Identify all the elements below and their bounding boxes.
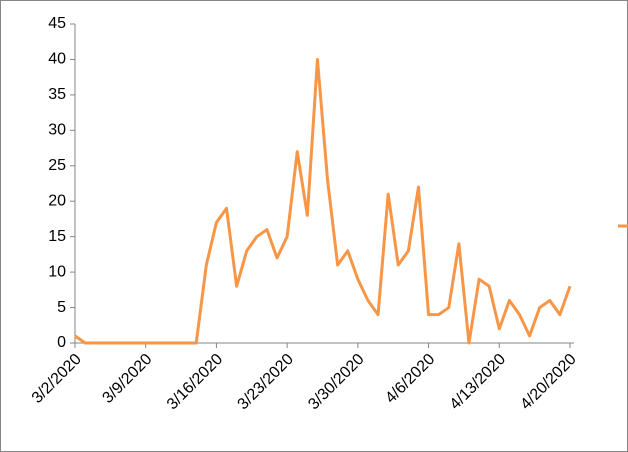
y-tick-label: 35	[48, 86, 66, 103]
y-tick-label: 10	[48, 263, 66, 280]
y-tick-label: 20	[48, 192, 66, 209]
y-tick-label: 15	[48, 228, 66, 245]
y-tick-label: 45	[48, 15, 66, 32]
y-tick-label: 5	[57, 299, 66, 316]
series-line	[74, 57, 572, 345]
y-tick-label: 0	[57, 334, 66, 351]
y-tick-label: 30	[48, 122, 66, 139]
y-tick-label: 25	[48, 157, 66, 174]
y-tick-label: 40	[48, 51, 66, 68]
